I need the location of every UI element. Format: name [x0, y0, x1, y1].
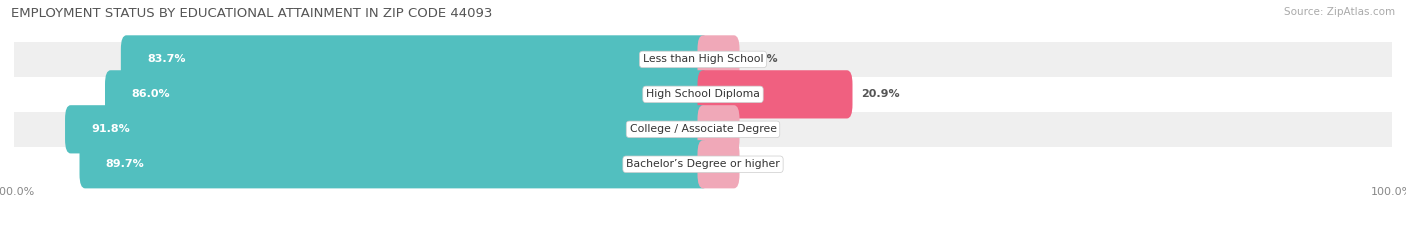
Bar [14, 42, 1392, 77]
Text: College / Associate Degree: College / Associate Degree [630, 124, 776, 134]
Text: Less than High School: Less than High School [643, 55, 763, 64]
Text: Source: ZipAtlas.com: Source: ZipAtlas.com [1284, 7, 1395, 17]
FancyBboxPatch shape [697, 140, 740, 188]
FancyBboxPatch shape [65, 105, 709, 154]
Text: High School Diploma: High School Diploma [647, 89, 759, 99]
Text: 91.8%: 91.8% [91, 124, 129, 134]
Text: 83.7%: 83.7% [148, 55, 186, 64]
Text: 86.0%: 86.0% [131, 89, 170, 99]
Bar [14, 112, 1392, 147]
Text: 89.7%: 89.7% [105, 159, 145, 169]
Text: 0.0%: 0.0% [748, 159, 779, 169]
FancyBboxPatch shape [697, 70, 852, 118]
Text: 20.9%: 20.9% [860, 89, 900, 99]
Bar [14, 77, 1392, 112]
Text: EMPLOYMENT STATUS BY EDUCATIONAL ATTAINMENT IN ZIP CODE 44093: EMPLOYMENT STATUS BY EDUCATIONAL ATTAINM… [11, 7, 492, 20]
Text: Bachelor’s Degree or higher: Bachelor’s Degree or higher [626, 159, 780, 169]
FancyBboxPatch shape [105, 70, 709, 118]
FancyBboxPatch shape [121, 35, 709, 84]
FancyBboxPatch shape [80, 140, 709, 188]
FancyBboxPatch shape [697, 35, 740, 84]
Text: 0.0%: 0.0% [748, 55, 779, 64]
Bar [14, 147, 1392, 182]
FancyBboxPatch shape [697, 105, 740, 154]
Text: 0.0%: 0.0% [748, 124, 779, 134]
